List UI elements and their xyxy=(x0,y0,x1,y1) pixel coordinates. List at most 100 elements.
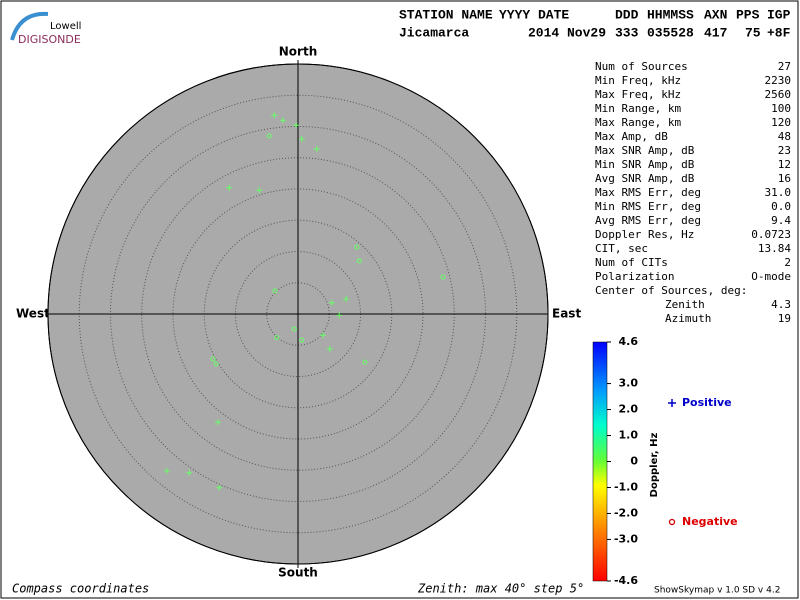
stat-value: 100 xyxy=(771,102,791,115)
stat-value: 48 xyxy=(778,130,791,143)
colorbar-label: Doppler, Hz xyxy=(649,433,660,498)
stat-value: 0.0723 xyxy=(751,228,791,241)
stat-value: 0.0 xyxy=(771,200,791,213)
source-point xyxy=(274,335,280,341)
source-point xyxy=(163,467,170,474)
colorbar-tick-label: 1.0 xyxy=(619,429,639,442)
colorbar-tick-label: 3.0 xyxy=(619,377,639,390)
stat-label: Polarization xyxy=(595,270,674,283)
source-point xyxy=(210,356,216,362)
stat-label: Max Amp, dB xyxy=(595,130,668,143)
source-point xyxy=(226,184,233,191)
stat-label: Max Range, km xyxy=(595,116,681,129)
header-label: DDD xyxy=(615,7,639,22)
south-label: South xyxy=(278,566,318,580)
stat-value: 31.0 xyxy=(765,186,792,199)
source-point xyxy=(326,346,333,352)
source-point xyxy=(356,258,362,264)
source-point xyxy=(256,187,263,194)
stat-label: Min Range, km xyxy=(595,102,681,115)
stat-label: Min RMS Err, deg xyxy=(595,200,701,213)
stat-label: Max RMS Err, deg xyxy=(595,186,701,199)
header-label: YYYY DATE xyxy=(499,7,569,22)
header-label: PPS xyxy=(736,7,760,22)
stat-value: 120 xyxy=(771,116,791,129)
stat-label: Avg RMS Err, deg xyxy=(595,214,701,227)
footer-right: ShowSkymap v 1.0 SD v 4.2 xyxy=(654,586,780,596)
source-point xyxy=(328,299,335,306)
source-point xyxy=(313,146,320,152)
source-point xyxy=(343,296,350,302)
colorbar-tick-label: 2.0 xyxy=(619,403,639,416)
source-point xyxy=(291,326,297,332)
stat-value: 2 xyxy=(784,256,791,269)
source-point xyxy=(440,274,446,280)
stat-value: O-mode xyxy=(751,270,791,283)
colorbar-tick-label: 4.6 xyxy=(619,335,639,348)
source-point xyxy=(280,117,286,124)
stat-value: 2230 xyxy=(765,74,792,87)
stat-label: Min SNR Amp, dB xyxy=(595,158,695,171)
header-label: IGP xyxy=(767,7,791,22)
stat-label: Doppler Res, Hz xyxy=(595,228,694,241)
header-value: 417 xyxy=(704,25,727,40)
logo-swoosh xyxy=(10,11,49,41)
colorbar-tick-label: -4.6 xyxy=(614,574,638,587)
colorbar-tick-label: 0 xyxy=(630,455,638,468)
footer-left: Compass coordinates xyxy=(12,582,149,596)
stat-label: Max SNR Amp, dB xyxy=(595,144,695,157)
header-label: HHMMSS xyxy=(647,7,694,22)
north-label: North xyxy=(279,45,317,59)
stat-value: 2560 xyxy=(765,88,792,101)
source-point xyxy=(272,288,278,294)
header-value: 75 xyxy=(745,25,761,40)
stat-label: Max Freq, kHz xyxy=(595,88,681,101)
stat-label: Num of Sources xyxy=(595,60,688,73)
legend-symbol xyxy=(668,518,676,526)
logo-bottom: DIGISONDE xyxy=(18,33,81,46)
header-label: AXN xyxy=(704,7,727,22)
east-label: East xyxy=(552,307,581,321)
source-point xyxy=(298,136,305,142)
source-point xyxy=(271,112,278,119)
source-point xyxy=(299,337,305,343)
colorbar-tick-label: -3.0 xyxy=(614,532,638,545)
stat-label: CIT, sec xyxy=(595,242,648,255)
west-label: West xyxy=(16,307,50,321)
source-point xyxy=(354,244,360,250)
legend-label: Positive xyxy=(682,396,732,409)
stat-value: 16 xyxy=(778,172,791,185)
source-point xyxy=(362,359,368,365)
stat-label: Num of CITs xyxy=(595,256,668,269)
center-title: Center of Sources, deg: xyxy=(595,284,747,297)
stat-value: 27 xyxy=(778,60,791,73)
stat-value: 13.84 xyxy=(758,242,791,255)
stat-value: 9.4 xyxy=(771,214,791,227)
colorbar-tick-label: -2.0 xyxy=(614,506,638,519)
colorbar xyxy=(592,341,608,582)
source-point xyxy=(215,419,221,426)
header-value: 2014 Nov29 xyxy=(528,25,606,40)
stat-label: Avg SNR Amp, dB xyxy=(595,172,695,185)
header-value: 035528 xyxy=(647,25,694,40)
source-point xyxy=(336,312,343,319)
source-point xyxy=(266,133,272,139)
source-point xyxy=(320,332,326,339)
center-value: 19 xyxy=(778,312,791,325)
center-value: 4.3 xyxy=(771,298,791,311)
legend-symbol xyxy=(668,399,676,407)
header-value: 333 xyxy=(615,25,639,40)
source-point xyxy=(213,361,219,367)
source-point xyxy=(293,122,300,129)
header-label: STATION NAME xyxy=(399,7,493,22)
stat-value: 23 xyxy=(778,144,791,157)
colorbar-tick-label: -1.0 xyxy=(614,480,638,493)
center-label: Azimuth xyxy=(665,312,711,325)
header-value: Jicamarca xyxy=(399,25,469,40)
footer-middle: Zenith: max 40° step 5° xyxy=(417,582,584,596)
source-point xyxy=(186,469,193,476)
stat-label: Min Freq, kHz xyxy=(595,74,681,87)
source-point xyxy=(216,484,223,491)
